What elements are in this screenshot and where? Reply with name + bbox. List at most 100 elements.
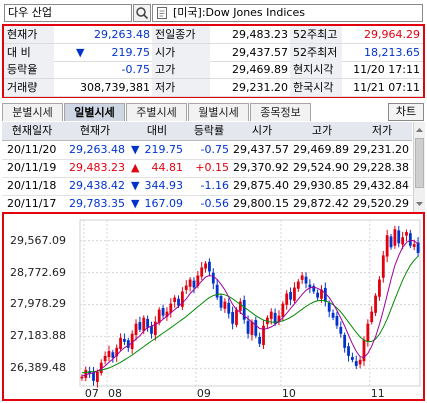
- candle-body: [211, 272, 215, 284]
- vertical-scrollbar[interactable]: [413, 122, 425, 212]
- quote-label: 등락율: [4, 61, 54, 78]
- down-arrow-icon: ▼: [131, 143, 140, 156]
- candle-body: [323, 287, 327, 302]
- candle-body: [134, 323, 138, 335]
- quote-value: 29,483.23: [232, 28, 288, 41]
- price-chart[interactable]: 29,567.09 28,772.69 27,978.29 27,183.88 26,3…: [2, 212, 425, 401]
- quote-value: 18,213.65: [364, 45, 420, 59]
- scroll-down-icon[interactable]: [414, 199, 425, 209]
- candle-body: [146, 318, 150, 328]
- candle-body: [180, 291, 184, 307]
- chart-button[interactable]: 차트: [388, 103, 424, 121]
- tab-4[interactable]: 월별시세: [188, 103, 249, 121]
- search-icon: [136, 7, 149, 20]
- cell-price: 29,483.23: [69, 161, 125, 174]
- candle-body: [157, 309, 161, 323]
- quote-value: 219.75: [111, 45, 151, 59]
- candle-body: [246, 320, 250, 334]
- candle-body: [204, 263, 207, 269]
- candle-body: [119, 337, 122, 350]
- quote-label: 시가: [152, 43, 210, 61]
- candle-body: [339, 326, 343, 334]
- column-header: 현재일자: [11, 124, 53, 137]
- tab-2[interactable]: 일별시세: [64, 103, 125, 121]
- candle-body: [111, 352, 115, 358]
- candle-body: [235, 309, 238, 325]
- candle-body: [95, 371, 99, 382]
- candle-body: [389, 236, 393, 248]
- quote-value: 308,739,381: [80, 80, 150, 94]
- up-arrow-icon: ▲: [131, 161, 140, 174]
- candle-body: [99, 362, 103, 374]
- cell-change: 219.75: [144, 143, 184, 156]
- candle-body: [269, 311, 273, 319]
- quote-label: 대 비: [4, 43, 54, 61]
- candle-body: [258, 336, 262, 344]
- candle-body: [115, 347, 119, 357]
- y-tick-label: 27,183.88: [10, 329, 66, 343]
- candle-body: [92, 372, 95, 381]
- candle-body: [138, 322, 142, 330]
- index-name-box[interactable]: [미국]:Dow Jones Indices: [152, 4, 423, 22]
- daily-price-table: 현재일자 현재가 대비 등락률 시가 고가 저가 20/11/20 29,263.48 219.…: [2, 122, 425, 214]
- scrollbar-thumb[interactable]: [415, 138, 424, 188]
- search-button[interactable]: [133, 4, 151, 22]
- candle-body: [262, 325, 265, 346]
- cell-high: 29,872.42: [293, 197, 349, 210]
- candle-body: [343, 334, 347, 348]
- column-header: 현재가: [79, 124, 111, 137]
- candlestick-chart: [79, 219, 421, 388]
- tab-1[interactable]: 분별시세: [2, 103, 63, 121]
- candle-body: [362, 339, 366, 362]
- candle-body: [277, 315, 281, 323]
- candle-body: [416, 242, 420, 253]
- candle-body: [370, 311, 374, 323]
- cell-pct: -0.56: [200, 197, 229, 210]
- candle-body: [331, 312, 335, 318]
- candle-body: [312, 285, 316, 292]
- cell-date: 20/11/19: [7, 161, 57, 174]
- candle-body: [293, 287, 296, 301]
- cell-date: 20/11/17: [7, 197, 57, 210]
- cell-pct: +0.15: [195, 161, 229, 174]
- candle-body: [150, 326, 153, 334]
- candle-body: [254, 320, 258, 336]
- candle-body: [412, 244, 416, 247]
- cell-high: 29,930.85: [293, 179, 349, 192]
- candle-body: [231, 312, 235, 324]
- candle-body: [358, 359, 362, 365]
- search-bar: 다우 산업 [미국]:Dow Jones Indices: [2, 2, 425, 24]
- quote-label: 고가: [152, 61, 210, 78]
- tab-3[interactable]: 주별시세: [126, 103, 187, 121]
- cell-date: 20/11/20: [7, 143, 57, 156]
- cell-price: 29,438.42: [69, 179, 125, 192]
- candle-body: [107, 351, 111, 358]
- candle-body: [165, 311, 169, 317]
- candle-body: [296, 281, 300, 289]
- quote-value: -0.75: [121, 63, 150, 76]
- x-tick-label: 11: [370, 387, 385, 400]
- quote-row: 대 비 219.75 시가 29,437.57 52주최저 18,213.65 ▼: [4, 43, 423, 62]
- candle-body: [130, 333, 134, 350]
- candle-body: [320, 289, 323, 299]
- x-tick-label: 09: [196, 387, 211, 400]
- table-row[interactable]: 20/11/19 29,483.23 44.81 +0.15 29,370.92 29,5…: [2, 159, 412, 178]
- candle-body: [408, 233, 412, 246]
- candle-body: [335, 316, 339, 326]
- table-row[interactable]: 20/11/20 29,263.48 219.75 -0.75 29,437.57 29,…: [2, 141, 412, 160]
- quote-value: 29,469.89: [232, 63, 288, 76]
- cell-date: 20/11/18: [7, 179, 57, 192]
- cell-change: 44.81: [151, 161, 184, 174]
- candle-body: [88, 371, 92, 374]
- tab-5[interactable]: 종목정보: [250, 103, 311, 121]
- scroll-up-icon[interactable]: [414, 125, 425, 135]
- y-tick-label: 26,389.48: [10, 361, 66, 375]
- column-header: 저가: [371, 124, 393, 137]
- candle-body: [250, 321, 254, 335]
- x-tick-label: 08: [108, 387, 123, 400]
- index-code-input[interactable]: 다우 산업: [4, 4, 132, 22]
- candle-body: [273, 312, 277, 324]
- candle-body: [381, 255, 385, 278]
- candle-body: [169, 303, 173, 313]
- table-row[interactable]: 20/11/18 29,438.42 344.93 -1.16 29,875.40 29,…: [2, 177, 412, 196]
